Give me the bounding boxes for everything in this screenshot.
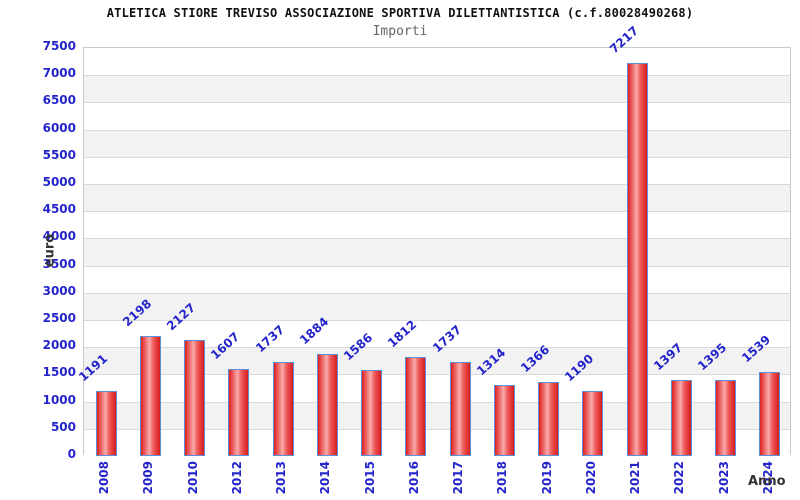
gridline (84, 130, 790, 131)
bar (582, 391, 604, 456)
gridline (84, 320, 790, 321)
grid-band (84, 265, 790, 293)
grid-band (84, 292, 790, 320)
y-tick-label: 6000 (42, 120, 76, 135)
x-tick-label: 2016 (406, 461, 421, 495)
gridline (84, 266, 790, 267)
grid-band (84, 211, 790, 239)
bar (626, 63, 648, 456)
grid-band (84, 129, 790, 157)
x-tick-label: 2022 (672, 461, 687, 495)
y-tick-label: 2500 (42, 311, 76, 325)
gridline (84, 102, 790, 103)
page-title: ATLETICA STIORE TREVISO ASSOCIAZIONE SPO… (106, 6, 694, 20)
x-tick-label: 2017 (451, 461, 466, 495)
x-tick-label: 2010 (185, 461, 200, 495)
x-tick-label: 2018 (495, 461, 510, 495)
bar (715, 380, 737, 456)
y-tick-label: 7000 (42, 66, 76, 81)
gridline (84, 374, 790, 375)
gridline (84, 211, 790, 212)
grid-band (84, 75, 790, 103)
x-tick-label: 2013 (274, 461, 289, 495)
bar (139, 336, 161, 456)
gridline (84, 402, 790, 403)
plot-area (83, 47, 791, 456)
y-tick-label: 3500 (42, 256, 76, 271)
bar (184, 340, 206, 456)
x-tick-label: 2023 (716, 461, 731, 495)
y-tick-label: 3000 (42, 283, 76, 298)
bar (538, 381, 560, 456)
y-tick-label: 2000 (42, 338, 76, 353)
x-tick-label: 2015 (362, 461, 377, 495)
bar (449, 361, 471, 456)
y-tick-label: 6500 (42, 93, 76, 108)
y-tick-label: 5000 (42, 175, 76, 189)
gridline (84, 157, 790, 158)
y-tick-label: 4500 (42, 202, 76, 217)
bar (405, 357, 427, 456)
y-tick-label: 1000 (42, 392, 76, 407)
chart-subtitle: Importi (372, 24, 428, 39)
x-tick-label: 2020 (583, 461, 598, 495)
grid-band (84, 238, 790, 266)
grid-band (84, 156, 790, 184)
y-tick-label: 0 (67, 447, 76, 461)
gridline (84, 293, 790, 294)
x-tick-label: 2019 (539, 461, 554, 495)
y-tick-label: 500 (50, 419, 76, 434)
gridline (84, 75, 790, 76)
x-tick-label: 2008 (97, 461, 112, 495)
y-tick-label: 4000 (42, 229, 76, 244)
gridline (84, 184, 790, 185)
x-tick-label: 2012 (229, 461, 244, 495)
gridline (84, 429, 790, 430)
grid-band (84, 102, 790, 130)
bar (361, 369, 383, 456)
bar (759, 372, 781, 456)
bar (493, 384, 515, 456)
y-tick-label: 1500 (42, 365, 76, 380)
grid-band (84, 48, 790, 76)
bar (272, 361, 294, 456)
bar (316, 353, 338, 456)
bar (95, 391, 117, 456)
gridline (84, 347, 790, 348)
y-axis-label: euro (42, 233, 58, 268)
grid-band (84, 184, 790, 212)
y-tick-label: 7500 (42, 39, 76, 53)
x-axis-label: Anno (748, 474, 786, 489)
x-tick-label: 2021 (628, 461, 643, 495)
y-tick-label: 5500 (42, 147, 76, 162)
gridline (84, 238, 790, 239)
bar (228, 368, 250, 456)
bar (670, 380, 692, 456)
x-tick-label: 2014 (318, 461, 333, 495)
x-tick-label: 2009 (141, 461, 156, 495)
